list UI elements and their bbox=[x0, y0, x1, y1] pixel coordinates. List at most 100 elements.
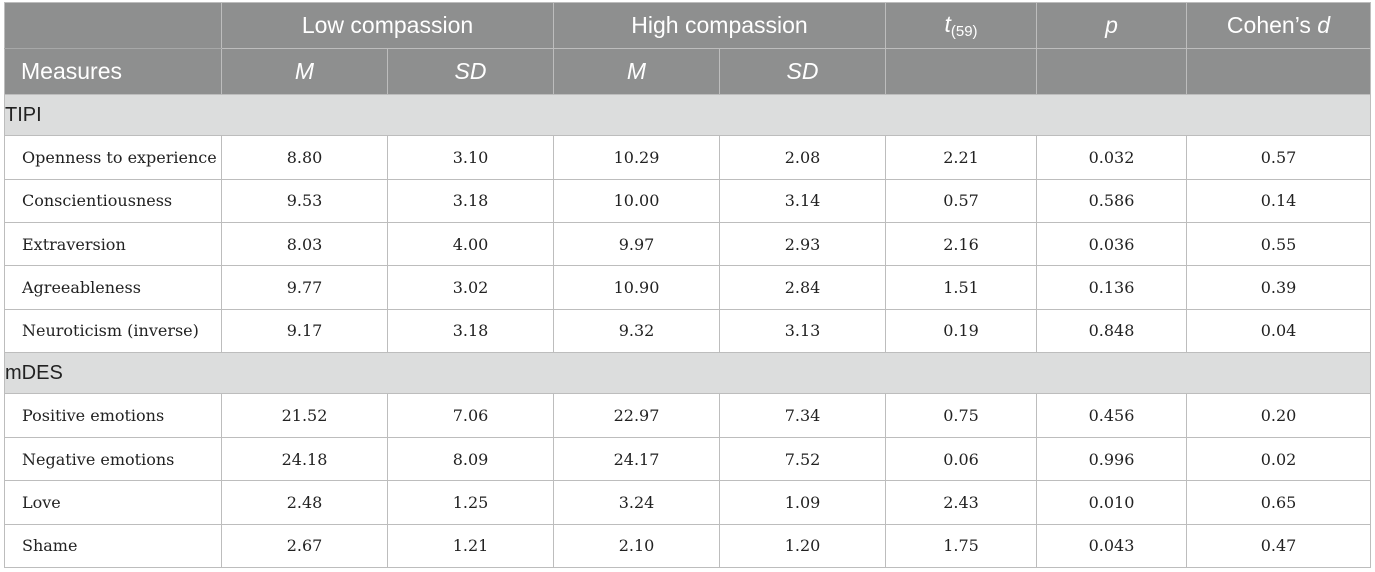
results-table: Low compassion High compassion t(59) p C… bbox=[3, 2, 1372, 569]
header-measures: Measures bbox=[4, 48, 222, 95]
measure-label: Positive emotions bbox=[4, 393, 222, 438]
value-cell: 7.52 bbox=[718, 436, 887, 482]
value-cell: 8.80 bbox=[221, 135, 388, 180]
measure-label: Conscientiousness bbox=[4, 178, 222, 224]
value-cell: 10.29 bbox=[553, 135, 720, 180]
value-cell: 8.09 bbox=[387, 436, 554, 482]
measure-label: Extraversion bbox=[4, 222, 222, 267]
value-cell: 0.848 bbox=[1036, 308, 1188, 354]
value-cell: 1.09 bbox=[718, 480, 887, 525]
value-cell: 2.43 bbox=[885, 480, 1038, 525]
value-cell: 0.06 bbox=[885, 436, 1038, 482]
value-cell: 0.04 bbox=[1186, 308, 1372, 354]
measure-label: Negative emotions bbox=[4, 436, 222, 482]
table-row: Positive emotions 21.52 7.06 22.97 7.34 0.75 0… bbox=[4, 393, 1372, 438]
value-cell: 0.75 bbox=[885, 393, 1038, 438]
value-cell: 1.51 bbox=[885, 265, 1038, 310]
measure-label: Shame bbox=[4, 523, 222, 569]
value-cell: 4.00 bbox=[387, 222, 554, 267]
value-cell: 0.032 bbox=[1036, 135, 1188, 180]
value-cell: 0.043 bbox=[1036, 523, 1188, 569]
value-cell: 0.39 bbox=[1186, 265, 1372, 310]
value-cell: 8.03 bbox=[221, 222, 388, 267]
header-row-stats: Measures M SD M SD bbox=[4, 48, 1372, 95]
value-cell: 0.136 bbox=[1036, 265, 1188, 310]
value-cell: 1.21 bbox=[387, 523, 554, 569]
header-cohens-d: Cohen’s d bbox=[1186, 2, 1372, 49]
value-cell: 1.25 bbox=[387, 480, 554, 525]
value-cell: 9.17 bbox=[221, 308, 388, 354]
value-cell: 3.18 bbox=[387, 178, 554, 224]
cohens-prefix: Cohen’s bbox=[1226, 12, 1318, 38]
value-cell: 10.90 bbox=[553, 265, 720, 310]
value-cell: 2.16 bbox=[885, 222, 1038, 267]
section-row: TIPI bbox=[3, 93, 1372, 137]
header-low-m: M bbox=[221, 48, 388, 95]
value-cell: 0.19 bbox=[885, 308, 1038, 354]
value-cell: 2.67 bbox=[221, 523, 388, 569]
value-cell: 1.20 bbox=[718, 523, 887, 569]
header-blank-cell bbox=[4, 2, 222, 49]
value-cell: 0.57 bbox=[1186, 135, 1372, 180]
value-cell: 2.93 bbox=[718, 222, 887, 267]
table-row: Shame 2.67 1.21 2.10 1.20 1.75 0.043 0.47 bbox=[4, 523, 1372, 569]
value-cell: 7.34 bbox=[718, 393, 887, 438]
value-cell: 0.586 bbox=[1036, 178, 1188, 224]
value-cell: 2.48 bbox=[221, 480, 388, 525]
header-row-groups: Low compassion High compassion t(59) p C… bbox=[4, 2, 1372, 49]
value-cell: 9.97 bbox=[553, 222, 720, 267]
table-row: Extraversion 8.03 4.00 9.97 2.93 2.16 0.036 0.5… bbox=[4, 222, 1372, 267]
measure-label: Neuroticism (inverse) bbox=[4, 308, 222, 354]
header-low-sd: SD bbox=[387, 48, 554, 95]
table-row: Openness to experience 8.80 3.10 10.29 2.08 2… bbox=[4, 135, 1372, 180]
value-cell: 2.21 bbox=[885, 135, 1038, 180]
value-cell: 2.84 bbox=[718, 265, 887, 310]
value-cell: 0.456 bbox=[1036, 393, 1188, 438]
value-cell: 2.10 bbox=[553, 523, 720, 569]
table-row: Conscientiousness 9.53 3.18 10.00 3.14 0.57 0.… bbox=[4, 178, 1372, 224]
value-cell: 24.17 bbox=[553, 436, 720, 482]
value-cell: 3.14 bbox=[718, 178, 887, 224]
table-body: TIPI Openness to experience 8.80 3.10 10.29 2… bbox=[3, 93, 1372, 569]
value-cell: 21.52 bbox=[221, 393, 388, 438]
value-cell: 0.02 bbox=[1186, 436, 1372, 482]
value-cell: 22.97 bbox=[553, 393, 720, 438]
section-title: mDES bbox=[3, 352, 1372, 395]
value-cell: 9.77 bbox=[221, 265, 388, 310]
header-low-compassion: Low compassion bbox=[221, 2, 554, 49]
header-blank-d bbox=[1186, 48, 1372, 95]
value-cell: 0.20 bbox=[1186, 393, 1372, 438]
measure-label: Agreeableness bbox=[4, 265, 222, 310]
table-row: Agreeableness 9.77 3.02 10.90 2.84 1.51 0.136 0… bbox=[4, 265, 1372, 310]
header-blank-p bbox=[1036, 48, 1188, 95]
value-cell: 0.55 bbox=[1186, 222, 1372, 267]
value-cell: 9.53 bbox=[221, 178, 388, 224]
value-cell: 3.10 bbox=[387, 135, 554, 180]
value-cell: 3.18 bbox=[387, 308, 554, 354]
section-title: TIPI bbox=[3, 93, 1372, 137]
header-high-m: M bbox=[553, 48, 720, 95]
value-cell: 7.06 bbox=[387, 393, 554, 438]
header-p-value: p bbox=[1036, 2, 1188, 49]
value-cell: 2.08 bbox=[718, 135, 887, 180]
table-row: Love 2.48 1.25 3.24 1.09 2.43 0.010 0.65 bbox=[4, 480, 1372, 525]
value-cell: 3.24 bbox=[553, 480, 720, 525]
measure-label: Love bbox=[4, 480, 222, 525]
header-t-statistic: t(59) bbox=[885, 2, 1038, 49]
t-degrees-of-freedom: (59) bbox=[950, 23, 978, 40]
cohens-d-symbol: d bbox=[1317, 12, 1331, 38]
value-cell: 24.18 bbox=[221, 436, 388, 482]
measure-label: Openness to experience bbox=[4, 135, 222, 180]
value-cell: 3.13 bbox=[718, 308, 887, 354]
table-row: Negative emotions 24.18 8.09 24.17 7.52 0.06 0… bbox=[4, 436, 1372, 482]
header-blank-t bbox=[885, 48, 1038, 95]
value-cell: 3.02 bbox=[387, 265, 554, 310]
value-cell: 0.14 bbox=[1186, 178, 1372, 224]
table-row: Neuroticism (inverse) 9.17 3.18 9.32 3.13 0.1… bbox=[4, 308, 1372, 354]
value-cell: 0.47 bbox=[1186, 523, 1372, 569]
value-cell: 0.65 bbox=[1186, 480, 1372, 525]
value-cell: 0.036 bbox=[1036, 222, 1188, 267]
section-row: mDES bbox=[3, 352, 1372, 395]
value-cell: 10.00 bbox=[553, 178, 720, 224]
header-high-sd: SD bbox=[718, 48, 887, 95]
